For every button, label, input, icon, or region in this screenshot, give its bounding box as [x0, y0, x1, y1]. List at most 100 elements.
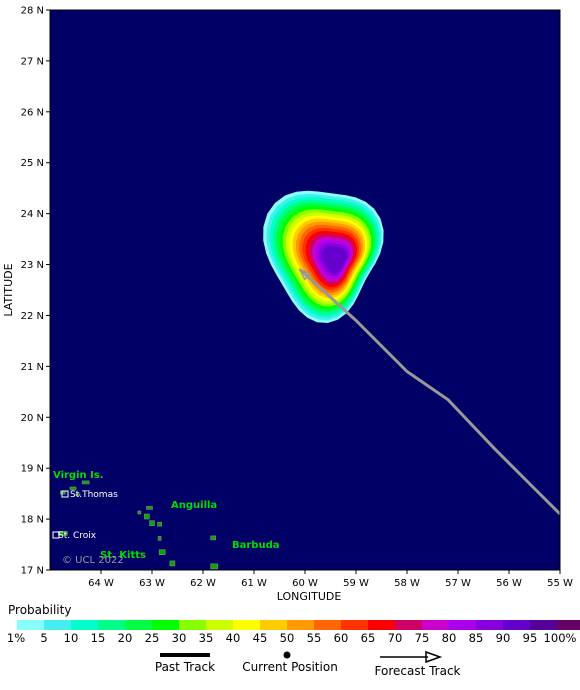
st-thomas-marker — [61, 490, 69, 498]
longitude-ticks: 64 W 63 W 62 W 61 W 60 W 59 W 58 W 57 W 56 W 55 W — [88, 570, 573, 589]
colorbar-segment — [71, 620, 98, 630]
island — [158, 549, 166, 556]
probability-map: 28 N 27 N 26 N 25 N 24 N 23 N 22 N 21 N 20 N 19 N… — [2, 6, 573, 601]
lon-tick-label: 58 W — [394, 578, 420, 589]
colorbar-segment — [395, 620, 422, 630]
island — [157, 536, 162, 541]
colorbar-label: 20 — [117, 631, 133, 645]
island — [210, 563, 218, 570]
colorbar-segment — [260, 620, 287, 630]
map-credit: © UCL 2022 — [62, 555, 124, 566]
colorbar-label: 40 — [225, 631, 241, 645]
lat-tick-label: 18 N — [21, 515, 44, 526]
lat-tick-label: 25 N — [21, 158, 44, 169]
colorbar-segment — [17, 620, 44, 630]
track-arrowhead — [298, 268, 312, 281]
probability-contour — [322, 246, 347, 274]
colorbar-label: 15 — [90, 631, 106, 645]
legend-forecast-track-label: Forecast Track — [374, 664, 461, 678]
latitude-ticks: 28 N 27 N 26 N 25 N 24 N 23 N 22 N 21 N 20 N 19 N… — [21, 6, 50, 577]
past-track-line-icon — [160, 653, 210, 657]
colorbar-label: 85 — [468, 631, 484, 645]
lon-tick-label: 64 W — [88, 578, 114, 589]
lat-tick-label: 21 N — [21, 362, 44, 373]
colorbar-labels: 1% 5 10 15 20 25 30 35 40 45 50 55 60 65 70 75 80 85 90 95 1… — [0, 631, 580, 645]
colorbar-label: 95 — [522, 631, 538, 645]
colorbar-label: 45 — [252, 631, 268, 645]
island — [210, 535, 216, 541]
colorbar-label: 90 — [495, 631, 511, 645]
legend-title: Probability — [8, 603, 72, 617]
lat-tick-label: 20 N — [21, 413, 44, 424]
colorbar-label: 60 — [333, 631, 349, 645]
island — [57, 530, 68, 536]
st-croix-marker — [52, 531, 60, 539]
colorbar-segment — [476, 620, 503, 630]
lon-tick-label: 61 W — [241, 578, 267, 589]
current-position-dot-icon — [283, 651, 291, 659]
legend-forecast-track: Forecast Track — [360, 650, 475, 678]
lon-tick-label: 55 W — [547, 578, 573, 589]
colorbar-label: 10 — [63, 631, 79, 645]
lon-tick-label: 62 W — [190, 578, 216, 589]
colorbar-label: 50 — [279, 631, 295, 645]
legend-past-track-label: Past Track — [154, 660, 216, 674]
colorbar-segment — [530, 620, 557, 630]
lon-tick-label: 56 W — [496, 578, 522, 589]
lon-tick-label: 60 W — [292, 578, 318, 589]
colorbar-label: 70 — [387, 631, 403, 645]
colorbar-segment — [179, 620, 206, 630]
place-label-st-kitts: St. Kitts — [100, 550, 146, 561]
colorbar-label: 5 — [40, 631, 48, 645]
colorbar-segment — [341, 620, 368, 630]
colorbar-segment — [44, 620, 71, 630]
colorbar-label: 65 — [360, 631, 376, 645]
lat-tick-label: 24 N — [21, 209, 44, 220]
lat-tick-label: 17 N — [21, 566, 44, 577]
colorbar-label: 80 — [441, 631, 457, 645]
island — [75, 493, 81, 497]
lat-tick-label: 27 N — [21, 56, 44, 67]
place-label-barbuda: Barbuda — [232, 540, 280, 551]
colorbar-segment — [206, 620, 233, 630]
island — [146, 506, 153, 510]
colorbar-segment — [287, 620, 314, 630]
legend-past-track: Past Track — [145, 650, 225, 674]
lat-tick-label: 26 N — [21, 107, 44, 118]
colorbar-segment — [368, 620, 395, 630]
colorbar-label: 35 — [198, 631, 214, 645]
colorbar-segment — [233, 620, 260, 630]
island — [149, 520, 155, 527]
place-label-st-croix: St. Croix — [58, 531, 97, 541]
forecast-track-line — [298, 268, 560, 516]
colorbar-label: 55 — [306, 631, 322, 645]
colorbar-segment — [557, 620, 580, 630]
colorbar-label: 30 — [171, 631, 187, 645]
place-label-st-thomas: St.Thomas — [70, 490, 118, 500]
lat-tick-label: 19 N — [21, 464, 44, 475]
lat-tick-label: 22 N — [21, 311, 44, 322]
island — [144, 513, 150, 520]
island — [169, 560, 176, 567]
colorbar-segment — [98, 620, 125, 630]
colorbar-segment — [152, 620, 179, 630]
colorbar-label: 25 — [144, 631, 160, 645]
colorbar-label: 100% — [543, 631, 577, 645]
colorbar-segment — [422, 620, 449, 630]
lon-tick-label: 57 W — [445, 578, 471, 589]
legend-current-position-label: Current Position — [242, 660, 338, 674]
colorbar-segment — [503, 620, 530, 630]
place-label-anguilla: Anguilla — [171, 500, 217, 511]
lat-tick-label: 23 N — [21, 260, 44, 271]
island — [69, 486, 77, 491]
colorbar-label: 75 — [414, 631, 430, 645]
place-label-virgin-islands: Virgin Is. — [53, 470, 104, 481]
islands — [57, 480, 218, 570]
lon-tick-label: 63 W — [139, 578, 165, 589]
lat-tick-label: 28 N — [21, 6, 44, 17]
x-axis-label: LONGITUDE — [277, 590, 342, 600]
forecast-track-arrow-icon — [380, 650, 443, 664]
island — [81, 480, 90, 485]
island — [157, 521, 162, 527]
colorbar-label: 1% — [6, 631, 26, 645]
